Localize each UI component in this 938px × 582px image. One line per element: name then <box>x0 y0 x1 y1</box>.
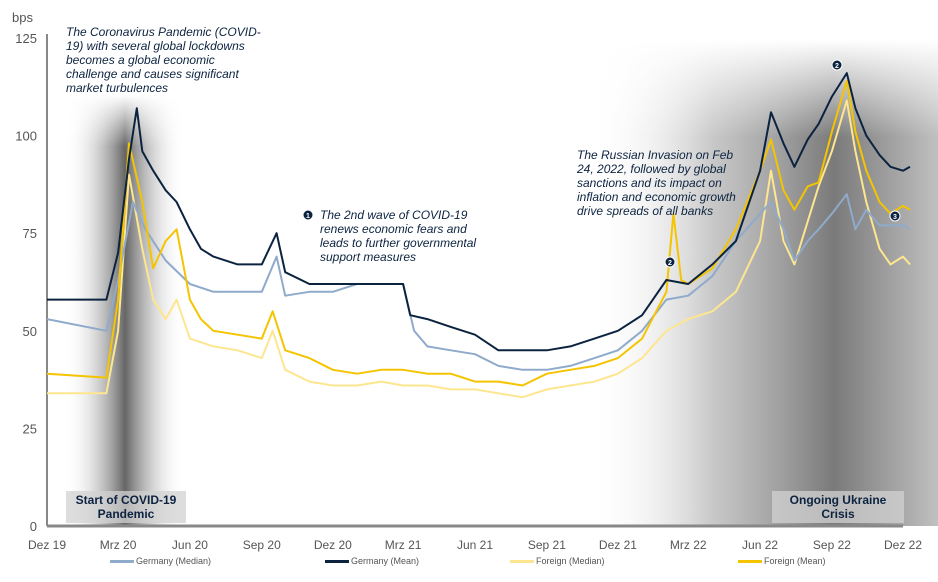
legend-label: Germany (Median) <box>136 556 212 566</box>
legend: Germany (Median) Germany (Mean) Foreign … <box>0 556 938 570</box>
y-tick-label: 25 <box>23 421 37 436</box>
legend-item-germany-mean: Germany (Mean) <box>325 556 419 566</box>
marker-circle <box>831 59 843 71</box>
y-tick-label: 0 <box>30 519 37 534</box>
legend-swatch <box>325 559 349 563</box>
event-marker-4: 3 <box>889 210 901 222</box>
series-line-germany-median <box>46 193 911 371</box>
event-marker-2: 2 <box>664 256 676 268</box>
marker-circle <box>889 210 901 222</box>
y-tick-label: 75 <box>23 226 37 241</box>
event-marker-3: 2 <box>831 59 843 71</box>
x-tick-label: Jun 21 <box>457 538 493 552</box>
y-tick-label: 100 <box>15 129 37 144</box>
x-tick-label: Sep 20 <box>243 538 281 552</box>
marker-number: 2 <box>668 260 672 267</box>
covid-label-box: Start of COVID-19 Pandemic <box>66 491 186 523</box>
legend-swatch <box>510 559 534 563</box>
legend-label: Germany (Mean) <box>351 556 420 566</box>
x-tick-label: Dez 21 <box>599 538 637 552</box>
y-tick-label: 50 <box>23 324 37 339</box>
legend-label: Foreign (Mean) <box>764 556 826 566</box>
x-tick-label: Mrz 22 <box>670 538 707 552</box>
x-tick-label: Sep 21 <box>528 538 566 552</box>
x-tick-label: Dez 19 <box>28 538 66 552</box>
series-line-foreign-median <box>47 99 911 399</box>
marker-circle <box>302 209 314 221</box>
marker-number: 3 <box>893 214 897 221</box>
x-tick-label: Mrz 20 <box>100 538 137 552</box>
x-tick-label: Dez 22 <box>884 538 922 552</box>
ukraine-label-box: Ongoing Ukraine Crisis <box>772 491 904 523</box>
series-line-germany-mean <box>47 72 911 352</box>
covid-shading <box>65 95 185 525</box>
marker-circle <box>664 256 676 268</box>
x-tick-label: Jun 22 <box>742 538 778 552</box>
x-tick-label: Jun 20 <box>172 538 208 552</box>
second-wave-annotation: The 2nd wave of COVID-19 renews economic… <box>320 208 477 264</box>
x-tick-label: Sep 22 <box>813 538 851 552</box>
ukraine-shading <box>590 40 938 526</box>
legend-item-germany-median: Germany (Median) <box>110 556 211 566</box>
legend-swatch <box>110 559 134 563</box>
legend-label: Foreign (Median) <box>536 556 605 566</box>
x-tick-label: Mrz 21 <box>385 538 422 552</box>
legend-swatch <box>738 559 762 563</box>
legend-item-foreign-median: Foreign (Median) <box>510 556 605 566</box>
y-tick-label: 125 <box>15 31 37 46</box>
marker-number: 2 <box>835 63 839 70</box>
event-marker-1: 1 <box>302 209 314 221</box>
series-line-foreign-mean <box>46 79 911 387</box>
russia-annotation: The Russian Invasion on Feb 24, 2022, fo… <box>577 148 736 218</box>
x-tick-label: Dez 20 <box>314 538 352 552</box>
covid-annotation: The Coronavirus Pandemic (COVID-19) with… <box>66 25 261 95</box>
marker-number: 1 <box>306 213 310 220</box>
y-axis-label: bps <box>12 10 33 25</box>
legend-item-foreign-mean: Foreign (Mean) <box>738 556 826 566</box>
